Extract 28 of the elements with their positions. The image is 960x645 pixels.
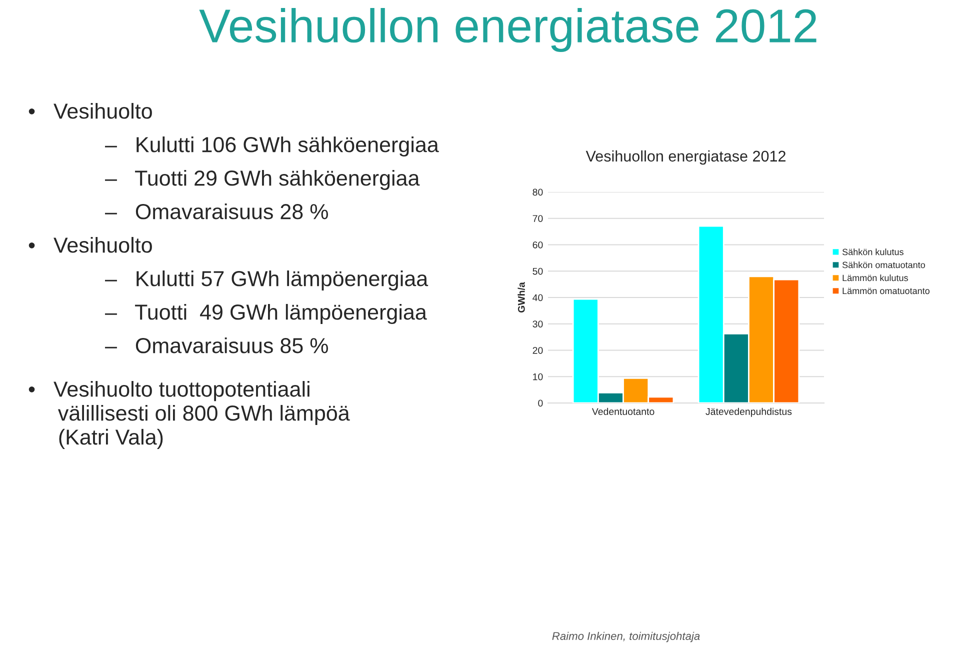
y-tick-label: 80 <box>532 188 543 196</box>
text: – Omavaraisuus 85 % <box>105 337 328 354</box>
y-tick-label: 70 <box>532 215 543 222</box>
text: • Vesihuolto tuottopotentiaali välillisesti oli 800 GWh lämpöä (Katri Vala) <box>28 381 350 449</box>
y-tick-label: 30 <box>532 320 543 328</box>
chart-title: Vesihuollon energiatase 2012 <box>586 150 786 165</box>
y-tick-label: 40 <box>532 294 543 302</box>
x-tick-label: Jätevedenpuhdistus <box>706 408 792 417</box>
legend-label: Lämmön kulutus <box>842 274 908 282</box>
y-tick-label: 50 <box>532 268 543 275</box>
text: – Tuotti 49 GWh lämpöenergiaa <box>105 304 427 324</box>
legend-label: Sähkön omatuotanto <box>842 262 925 268</box>
y-tick-label: 20 <box>532 346 543 354</box>
legend-label: Lämmön omatuotanto <box>842 288 930 294</box>
y-axis-title: GWh/a <box>518 282 525 312</box>
y-tick-label: 0 <box>538 400 543 407</box>
text: – Kulutti 57 GWh lämpöenergiaa <box>105 270 428 291</box>
x-tick-label: Vedentuotanto <box>592 408 654 415</box>
text: • Vesihuolto <box>28 236 152 253</box>
text: Vesihuollon energiatase 2012 <box>199 8 816 52</box>
text: – Kulutti 106 GWh sähköenergiaa <box>105 136 439 157</box>
text: – Omavaraisuus 28 % <box>105 203 328 220</box>
legend-label: Sähkön kulutus <box>842 248 904 256</box>
y-tick-label: 10 <box>533 373 543 380</box>
text: – Tuotti 29 GWh sähköenergiaa <box>105 170 420 190</box>
text: Raimo Inkinen, toimitusjohtaja <box>552 632 700 642</box>
text: • Vesihuolto <box>28 102 152 119</box>
y-tick-label: 60 <box>532 241 543 248</box>
